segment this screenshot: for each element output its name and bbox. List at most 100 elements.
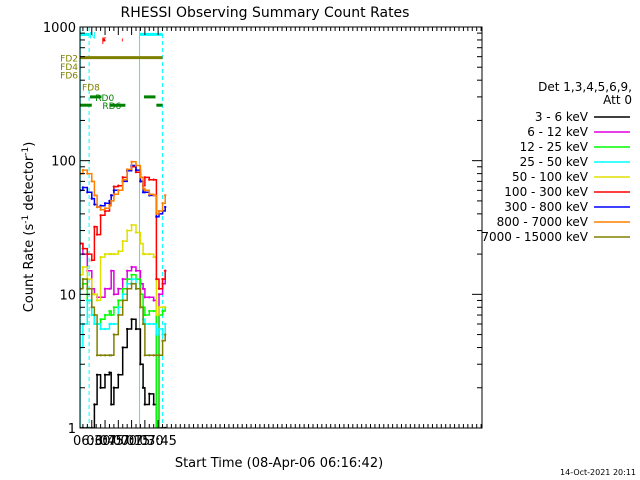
data-point-50-100-kev <box>164 306 167 309</box>
data-point-800-7000-kev <box>134 164 138 167</box>
data-point-6-12-kev <box>108 287 111 291</box>
data-point-7000-15000-kev <box>103 354 107 357</box>
data-point-12-25-kev <box>110 313 113 317</box>
data-point-100-300-kev <box>161 277 164 281</box>
series-line-300-800-kev <box>80 164 166 218</box>
data-point-50-100-kev <box>130 223 133 227</box>
data-point-25-50-kev <box>155 333 158 336</box>
data-point-6-12-kev <box>152 299 155 302</box>
data-point-300-800-kev <box>141 191 145 194</box>
data-point-12-25-kev <box>103 313 107 317</box>
data-point-6-12-kev <box>125 269 129 272</box>
flag-label-n: N <box>89 31 96 41</box>
legend-label: 100 - 300 keV <box>504 185 588 199</box>
y-tick-label: 1 <box>68 422 76 437</box>
data-point-50-100-kev <box>148 252 151 256</box>
data-point-7000-15000-kev <box>152 354 155 357</box>
data-point-100-300-kev <box>148 178 151 181</box>
data-point-100-300-kev <box>90 259 93 262</box>
data-point-6-12-kev <box>121 277 124 281</box>
x-tick-label: 07:00 <box>100 434 137 449</box>
plot-clip-group <box>80 27 167 428</box>
data-point-25-50-kev <box>148 322 151 326</box>
legend-label: 25 - 50 keV <box>520 155 589 169</box>
data-point-7000-15000-kev <box>110 354 113 357</box>
flag-label-fd6: FD6 <box>60 72 78 82</box>
data-point-800-7000-kev <box>99 208 102 211</box>
data-point-800-7000-kev <box>90 180 93 183</box>
data-point-12-25-kev <box>112 306 116 309</box>
data-point-12-25-kev <box>130 273 133 277</box>
data-point-100-300-kev <box>157 287 161 291</box>
chart-title: RHESSI Observing Summary Count Rates <box>121 5 410 21</box>
x-tick-label: 06:45 <box>86 434 123 449</box>
data-point-7000-15000-kev <box>125 287 129 291</box>
data-point-12-25-kev <box>108 309 111 313</box>
data-point-800-7000-kev <box>103 207 107 210</box>
legend-label: 800 - 7000 keV <box>497 215 589 229</box>
y-tick-label: 10 <box>59 288 76 303</box>
y-tick-label: 1000 <box>43 21 76 36</box>
data-point-25-50-kev <box>125 282 129 285</box>
data-point-800-7000-kev <box>130 160 133 164</box>
data-point-3-6-kev <box>152 403 155 406</box>
series-line-3-6-kev <box>80 318 166 428</box>
flag-label-f: F <box>102 37 107 47</box>
data-point-7000-15000-kev <box>139 306 142 309</box>
data-point-50-100-kev <box>93 293 96 296</box>
data-point-7000-15000-kev <box>81 277 85 281</box>
data-point-50-100-kev <box>152 255 155 259</box>
data-point-300-800-kev <box>86 191 89 194</box>
data-point-100-300-kev <box>95 233 99 236</box>
data-point-100-300-kev <box>93 225 96 229</box>
data-point-800-7000-kev <box>157 209 161 213</box>
data-point-7000-15000-kev <box>95 354 99 357</box>
data-point-7000-15000-kev <box>155 354 158 357</box>
data-point-800-7000-kev <box>81 168 85 172</box>
data-point-800-7000-kev <box>139 176 142 179</box>
data-point-25-50-kev <box>152 322 155 326</box>
data-point-800-7000-kev <box>164 194 167 197</box>
data-point-6-12-kev <box>148 296 151 299</box>
y-label-part: -1 <box>21 147 31 156</box>
data-point-50-100-kev <box>121 239 124 243</box>
data-point-3-6-kev <box>108 371 111 374</box>
data-point-7000-15000-kev <box>112 333 116 336</box>
data-point-50-100-kev <box>161 306 164 309</box>
data-point-25-50-kev <box>93 322 96 326</box>
data-point-100-300-kev <box>143 176 147 179</box>
legend-header-line: Det 1,3,4,5,6,9, <box>538 80 632 94</box>
data-point-12-25-kev <box>121 287 124 291</box>
data-point-50-100-kev <box>117 250 120 253</box>
data-point-3-6-kev <box>148 392 151 396</box>
data-point-6-12-kev <box>110 269 113 272</box>
data-point-100-300-kev <box>152 178 155 181</box>
data-point-7000-15000-kev <box>117 313 120 317</box>
x-tick-label: 07:15 <box>113 434 150 449</box>
data-point-50-100-kev <box>99 255 102 259</box>
data-point-800-7000-kev <box>110 199 113 203</box>
data-point-3-6-kev <box>141 386 145 389</box>
data-point-25-50-kev <box>117 306 120 309</box>
data-point-800-7000-kev <box>152 194 155 197</box>
data-point-300-800-kev <box>112 189 116 192</box>
data-point-6-12-kev <box>157 293 161 296</box>
data-point-800-7000-kev <box>108 204 111 207</box>
data-point-800-7000-kev <box>86 172 89 175</box>
data-point-100-300-kev <box>164 269 167 272</box>
data-point-100-300-kev <box>117 184 120 187</box>
data-point-800-7000-kev <box>121 178 124 181</box>
data-point-25-50-kev <box>90 313 93 317</box>
data-point-50-100-kev <box>112 252 116 256</box>
data-point-100-300-kev <box>155 277 158 281</box>
data-point-7000-15000-kev <box>164 333 167 336</box>
data-point-12-25-kev <box>99 318 102 321</box>
timestamp: 14-Oct-2021 20:11 <box>560 468 636 477</box>
data-point-7000-15000-kev <box>90 306 93 309</box>
data-point-6-12-kev <box>103 287 107 291</box>
flag-label-rd6: RD6 <box>102 102 121 112</box>
data-point-3-6-kev <box>95 373 99 377</box>
data-point-50-100-kev <box>143 252 147 256</box>
